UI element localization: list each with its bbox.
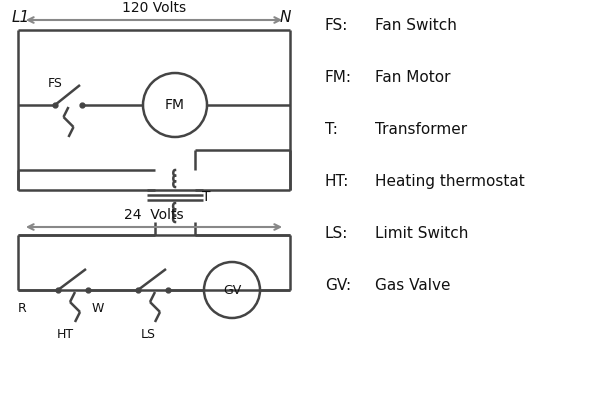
Text: 120 Volts: 120 Volts <box>122 1 186 15</box>
Text: LS: LS <box>140 328 156 341</box>
Text: Fan Motor: Fan Motor <box>375 70 451 85</box>
Text: Transformer: Transformer <box>375 122 467 137</box>
Text: HT: HT <box>57 328 74 341</box>
Text: 24  Volts: 24 Volts <box>124 208 184 222</box>
Text: LS:: LS: <box>325 226 348 241</box>
Text: GV: GV <box>223 284 241 296</box>
Text: FM:: FM: <box>325 70 352 85</box>
Text: Heating thermostat: Heating thermostat <box>375 174 525 189</box>
Text: T: T <box>202 190 211 204</box>
Text: Gas Valve: Gas Valve <box>375 278 451 293</box>
Text: N: N <box>279 10 291 25</box>
Text: R: R <box>18 302 27 315</box>
Text: Limit Switch: Limit Switch <box>375 226 468 241</box>
Text: T:: T: <box>325 122 338 137</box>
Text: FM: FM <box>165 98 185 112</box>
Text: FS: FS <box>48 77 63 90</box>
Text: GV:: GV: <box>325 278 351 293</box>
Text: Fan Switch: Fan Switch <box>375 18 457 33</box>
Text: L1: L1 <box>12 10 30 25</box>
Text: HT:: HT: <box>325 174 349 189</box>
Text: FS:: FS: <box>325 18 348 33</box>
Text: W: W <box>92 302 104 315</box>
